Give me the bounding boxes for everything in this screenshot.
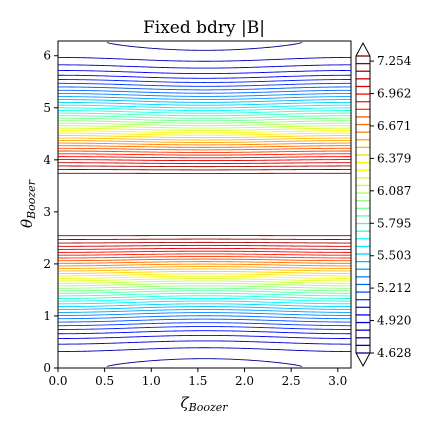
colorbar-tick-label: 6.962 [377,87,411,101]
x-tick-label: 1.0 [142,374,161,388]
colorbar-tick-label: 4.628 [377,346,411,360]
colorbar-tick-label: 6.671 [377,119,411,133]
colorbar-tick-label: 4.920 [377,314,411,328]
x-tick-label: 1.5 [188,374,207,388]
colorbar-tick-label: 6.087 [377,184,411,198]
chart-title: Fixed bdry |B| [143,18,265,38]
x-tick-label: 2.5 [282,374,301,388]
colorbar-tick-label: 6.379 [377,151,411,165]
x-tick-label: 0.5 [95,374,114,388]
colorbar-tick-label: 7.254 [377,54,412,68]
y-axis-label-symbol: θ [18,219,36,228]
y-axis-label-subscript: Boozer [25,179,38,220]
x-tick-label: 2.0 [235,374,254,388]
y-tick-label: 3 [43,205,51,219]
x-tick-label: 3.0 [328,374,347,388]
x-tick-label: 0.0 [48,374,67,388]
x-axis-label-subscript: Boozer [188,401,229,414]
y-tick-label: 6 [43,49,51,63]
y-tick-label: 1 [43,309,51,323]
y-tick-label: 5 [43,101,51,115]
y-tick-label: 2 [43,257,51,271]
colorbar-tick-label: 5.212 [377,281,411,295]
y-tick-label: 4 [43,153,51,167]
y-tick-label: 0 [43,361,51,375]
colorbar-tick-label: 5.795 [377,216,411,230]
colorbar-tick-label: 5.503 [377,249,411,263]
